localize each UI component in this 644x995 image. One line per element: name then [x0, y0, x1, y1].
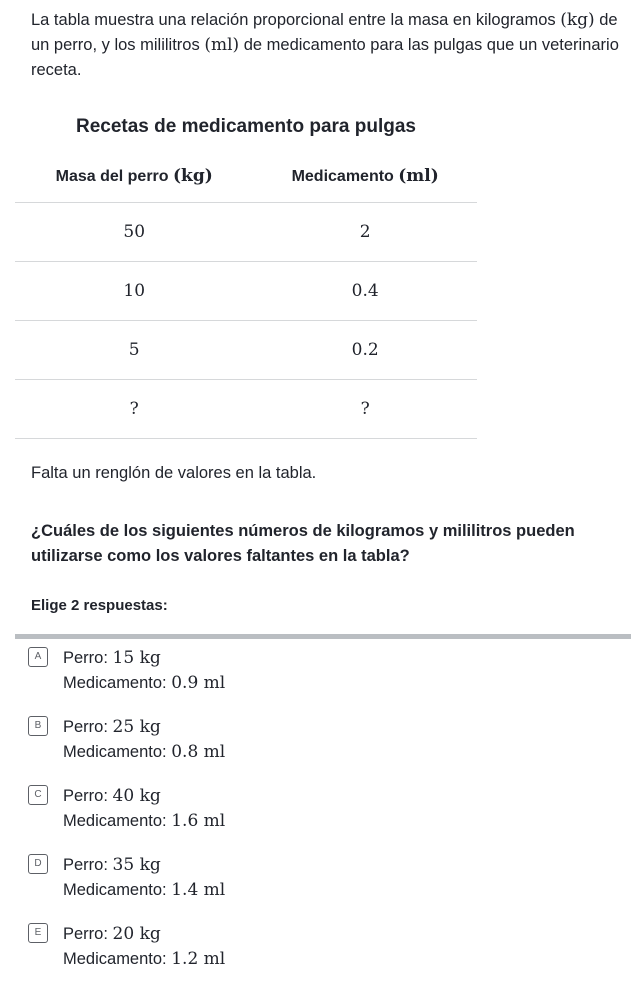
- cell: 0.4: [253, 261, 477, 321]
- choice-letter-box[interactable]: B: [28, 716, 48, 736]
- data-table: Masa del perro (kg) Medicamento (ml) 50 2…: [15, 150, 477, 439]
- dog-value: 15 kg: [112, 648, 161, 668]
- intro-text: La tabla muestra una relación proporcion…: [31, 8, 631, 83]
- dog-value: 40 kg: [112, 786, 161, 806]
- cell: 50: [15, 202, 254, 262]
- dog-label: Perro:: [63, 718, 113, 736]
- table-row: 5 0.2: [15, 320, 477, 380]
- dog-label: Perro:: [63, 649, 113, 667]
- dog-value: 25 kg: [112, 717, 161, 737]
- med-label: Medicamento:: [63, 881, 172, 899]
- dog-value: 20 kg: [112, 924, 161, 944]
- med-value: 1.2 ml: [171, 949, 226, 969]
- question-text: ¿Cuáles de los siguientes números de kil…: [31, 522, 575, 565]
- med-label: Medicamento:: [63, 743, 172, 761]
- choice-letter-box[interactable]: A: [28, 647, 48, 667]
- missing-row-note: Falta un renglón de valores en la tabla.: [31, 464, 317, 482]
- med-value: 0.9 ml: [171, 673, 226, 693]
- choice-letter-box[interactable]: D: [28, 854, 48, 874]
- column-header-medication: Medicamento (ml): [253, 150, 477, 203]
- table-row: ??: [15, 379, 477, 439]
- dog-value: 35 kg: [112, 855, 161, 875]
- dog-label: Perro:: [63, 787, 113, 805]
- kg-unit: (kg): [560, 10, 595, 30]
- choice-letter-box[interactable]: C: [28, 785, 48, 805]
- divider: [15, 634, 631, 639]
- cell: 10: [15, 261, 254, 321]
- med-label: Medicamento:: [63, 812, 172, 830]
- intro-part: de medicamento para las pulgas que un ve…: [31, 36, 619, 79]
- cell: 0.2: [253, 320, 477, 380]
- table-title: Recetas de medicamento para pulgas: [75, 116, 416, 137]
- intro-part: La tabla muestra una relación proporcion…: [31, 11, 561, 29]
- intro-part: de un perro, y los mililitros: [31, 11, 618, 54]
- table-row: 50 2: [15, 202, 477, 262]
- med-value: 1.4 ml: [171, 880, 226, 900]
- cell: ?: [15, 379, 254, 439]
- column-header-mass: Masa del perro (kg): [15, 150, 254, 203]
- cell: 5: [15, 320, 254, 380]
- answer-prompt: Elige 2 respuestas:: [31, 597, 168, 614]
- med-value: 0.8 ml: [171, 742, 226, 762]
- dog-label: Perro:: [63, 856, 113, 874]
- med-label: Medicamento:: [63, 674, 172, 692]
- med-label: Medicamento:: [63, 950, 172, 968]
- dog-label: Perro:: [63, 925, 113, 943]
- table-row: 10 0.4: [15, 261, 477, 321]
- med-value: 1.6 ml: [171, 811, 226, 831]
- cell: 2: [253, 202, 477, 262]
- choice-letter-box[interactable]: E: [28, 923, 48, 943]
- cell: ?: [253, 379, 477, 439]
- ml-unit: (ml): [204, 35, 240, 55]
